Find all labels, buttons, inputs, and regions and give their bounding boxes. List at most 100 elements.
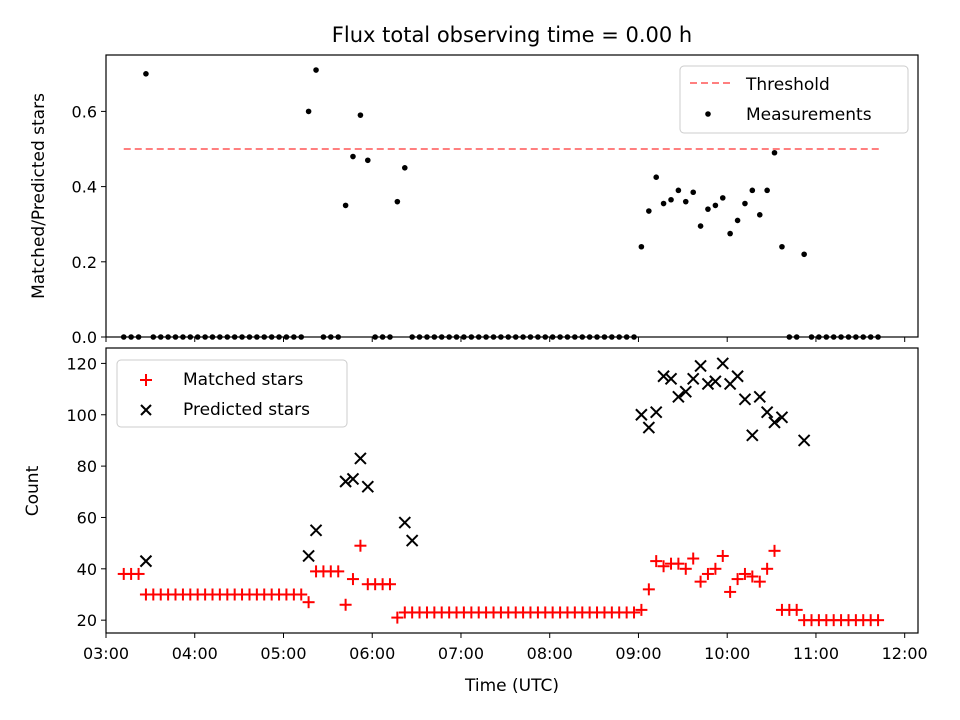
predicted-star-point	[361, 480, 374, 493]
measurement-point	[668, 196, 674, 203]
measurement-point	[401, 165, 408, 171]
predicted-star-point	[738, 393, 752, 406]
predicted-star-point	[405, 534, 419, 547]
x-tick-label: 10:00	[704, 644, 750, 663]
matched-star-point	[716, 549, 729, 562]
measurement-point	[646, 208, 652, 214]
measurement-point	[394, 198, 401, 205]
predicted-star-point	[768, 416, 781, 429]
top-y-tick-label: 0.4	[72, 178, 97, 197]
measurement-point	[719, 195, 726, 201]
bottom-plot-marks	[117, 357, 885, 627]
measurement-point	[697, 223, 704, 229]
measurement-point	[712, 202, 719, 209]
figure-title: Flux total observing time = 0.00 h	[332, 23, 692, 47]
predicted-star-point	[687, 372, 700, 386]
measurement-point	[749, 187, 756, 194]
measurement-point	[305, 108, 312, 115]
predicted-star-point	[701, 377, 715, 391]
matched-star-point	[746, 570, 759, 583]
matched-star-point	[295, 588, 308, 601]
measurement-point	[313, 67, 319, 73]
top-x-ticks	[105, 337, 906, 342]
matched-star-point	[628, 606, 641, 619]
matched-star-point	[302, 596, 315, 609]
matched-star-point	[132, 567, 145, 580]
predicted-star-point	[731, 370, 744, 383]
legend-predicted-label: Predicted stars	[183, 400, 310, 420]
bottom-y-tick-label: 40	[77, 560, 97, 579]
legend-matched-swatch	[140, 374, 152, 386]
top-y-axis-label: Matched/Predicted stars	[29, 93, 49, 299]
predicted-star-point	[709, 375, 722, 388]
measurement-point	[364, 157, 371, 164]
measurement-point	[350, 153, 356, 160]
predicted-star-point	[672, 390, 685, 403]
measurement-point	[682, 198, 689, 205]
matched-star-point	[679, 562, 692, 575]
measurement-point	[342, 202, 349, 209]
measurement-point	[771, 149, 778, 156]
top-y-ticks: 0.0 0.2 0.4 0.6	[72, 102, 106, 347]
x-tick-label: 12:00	[882, 644, 928, 663]
measurement-point	[734, 217, 741, 224]
matched-star-point	[738, 567, 751, 580]
predicted-star-point	[746, 429, 759, 442]
matched-star-point	[768, 544, 781, 557]
predicted-star-point	[398, 516, 412, 529]
matched-star-point	[701, 567, 714, 580]
predicted-star-point	[716, 357, 729, 370]
predicted-star-point	[346, 472, 360, 486]
top-y-tick-label: 0.6	[72, 102, 97, 121]
matched-star-point	[657, 560, 670, 573]
predicted-star-point	[302, 549, 315, 563]
matched-star-point	[635, 603, 648, 616]
predicted-star-point	[650, 405, 663, 419]
top-legend-box	[679, 65, 909, 134]
predicted-star-point	[753, 390, 766, 403]
bottom-legend-box	[116, 359, 348, 428]
predicted-star-point	[635, 408, 648, 421]
matched-star-point	[391, 611, 404, 624]
bottom-x-ticks: 03:00 04:00 05:00 06:00 07:00 08:00 09:00 10:00…	[83, 633, 928, 663]
matched-star-point	[346, 573, 359, 586]
measurement-point	[756, 212, 763, 218]
legend-matched-label: Matched stars	[183, 370, 303, 390]
bottom-y-axis-label: Count	[23, 465, 43, 516]
matched-star-point	[694, 575, 707, 588]
measurement-point	[638, 243, 645, 250]
predicted-star-point	[694, 359, 707, 373]
x-tick-label: 03:00	[83, 644, 129, 663]
measurement-point	[690, 189, 697, 196]
x-tick-label: 06:00	[349, 644, 395, 663]
matched-star-point	[687, 552, 700, 565]
matched-star-point	[354, 539, 367, 552]
legend-threshold-label: Threshold	[745, 75, 830, 95]
matched-star-point	[339, 598, 352, 611]
legend-measurements-swatch	[705, 111, 711, 117]
predicted-star-point	[775, 411, 789, 424]
measurement-point	[705, 206, 711, 212]
matched-star-point	[731, 573, 744, 586]
matched-star-point	[724, 585, 737, 598]
legend-measurements-label: Measurements	[746, 105, 872, 125]
predicted-star-point	[309, 524, 323, 537]
matched-star-point	[709, 562, 722, 575]
bottom-legend: Matched stars Predicted stars	[116, 359, 348, 428]
matched-star-point	[332, 565, 345, 578]
x-tick-label: 08:00	[527, 644, 573, 663]
matched-star-point	[872, 614, 885, 627]
measurement-point	[727, 230, 733, 237]
bottom-panel: 20 40 60 80 100 120 03:00 04:00 05:00 06:00 07:00…	[23, 347, 928, 696]
x-tick-label: 05:00	[260, 644, 306, 663]
measurement-point	[357, 112, 364, 118]
measurement-point	[779, 243, 785, 250]
matched-star-point	[761, 562, 774, 575]
top-axes-frame	[105, 54, 919, 338]
matched-star-point	[650, 555, 663, 568]
bottom-y-ticks: 20 40 60 80 100 120	[66, 354, 106, 630]
bottom-axes-frame	[105, 347, 919, 634]
predicted-star-point	[664, 372, 678, 386]
predicted-star-point	[642, 421, 656, 434]
